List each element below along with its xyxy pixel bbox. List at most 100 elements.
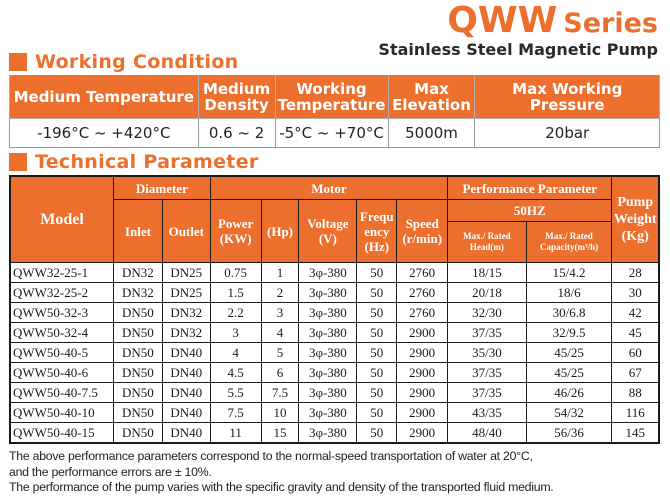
cell-freq: 50 (356, 402, 398, 423)
series-main: QWW (447, 0, 558, 41)
cell-capacity: 15/4.2 (525, 262, 613, 283)
header-power: Power (KW) (209, 199, 262, 263)
cell-inlet: DN50 (113, 382, 163, 403)
cell-head: 43/35 (447, 402, 527, 423)
header-voltage: Voltage (V) (298, 199, 358, 263)
header-performance: Performance Parameter (447, 175, 613, 200)
table-row: QWW50-40-10 DN50 DN40 7.5 10 3φ-380 50 2900 43/3… (9, 402, 660, 423)
header-working-temperature: Working Temperature (274, 75, 389, 119)
table-row: QWW32-25-1 DN32 DN25 0.75 1 3φ-380 50 2760 18/15… (9, 262, 660, 283)
cell-head: 37/35 (447, 362, 527, 383)
cell-voltage: 3φ-380 (298, 402, 358, 423)
cell-hp: 2 (260, 282, 300, 303)
cell-speed: 2900 (396, 362, 449, 383)
cell-inlet: DN32 (113, 262, 163, 283)
cell-voltage: 3φ-380 (298, 282, 358, 303)
cell-weight: 67 (611, 362, 660, 383)
cell-outlet: DN40 (161, 362, 211, 383)
header-pump-weight: Pump Weight (Kg) (611, 175, 660, 263)
header-motor: Motor (209, 175, 449, 200)
cell-speed: 2760 (396, 262, 449, 283)
header-capacity: Max./ Rated Capacity(m³/h) (525, 221, 613, 263)
cell-power: 4.5 (209, 362, 262, 383)
note-line: The above performance parameters corresp… (9, 449, 533, 463)
cell-freq: 50 (356, 262, 398, 283)
table-row: QWW50-40-5 DN50 DN40 4 5 3φ-380 50 2900 35/30 45/… (9, 342, 660, 363)
cell-inlet: DN32 (113, 282, 163, 303)
header-speed: Speed (r/min) (396, 199, 449, 263)
header-max-elevation: Max Elevation (387, 75, 476, 119)
cell-head: 37/35 (447, 322, 527, 343)
section-square-icon (9, 53, 27, 71)
section-square-icon (9, 153, 27, 171)
cell-hp: 6 (260, 362, 300, 383)
cell-power: 4 (209, 342, 262, 363)
cell-hp: 4 (260, 322, 300, 343)
value-medium-density: 0.6 ~ 2 (197, 118, 276, 148)
table-row: QWW50-32-4 DN50 DN32 3 4 3φ-380 50 2900 37/35 32/… (9, 322, 660, 343)
cell-weight: 145 (611, 422, 660, 444)
table-header-row: Model Diameter Motor Performance Paramet… (9, 175, 660, 263)
brand-header: QWW Series Stainless Steel Magnetic Pump (378, 2, 658, 59)
cell-voltage: 3φ-380 (298, 262, 358, 283)
cell-speed: 2900 (396, 402, 449, 423)
cell-freq: 50 (356, 302, 398, 323)
cell-outlet: DN32 (161, 322, 211, 343)
note-line: The performance of the pump varies with … (9, 480, 554, 494)
section-technical-parameter: Technical Parameter (9, 151, 259, 173)
cell-power: 11 (209, 422, 262, 444)
cell-capacity: 32/9.5 (525, 322, 613, 343)
cell-hp: 3 (260, 302, 300, 323)
cell-inlet: DN50 (113, 342, 163, 363)
header-model: Model (9, 175, 115, 263)
cell-outlet: DN40 (161, 422, 211, 444)
cell-hp: 7.5 (260, 382, 300, 403)
cell-weight: 30 (611, 282, 660, 303)
cell-weight: 28 (611, 262, 660, 283)
cell-head: 35/30 (447, 342, 527, 363)
working-condition-table: Medium Temperature Medium Density Working… (9, 75, 660, 148)
cell-hp: 5 (260, 342, 300, 363)
header-medium-temperature: Medium Temperature (9, 75, 199, 119)
cell-voltage: 3φ-380 (298, 422, 358, 444)
section-title-text: Technical Parameter (35, 151, 259, 173)
cell-model: QWW50-40-15 (9, 422, 115, 444)
table-row: QWW50-40-6 DN50 DN40 4.5 6 3φ-380 50 2900 37/35 4… (9, 362, 660, 383)
header-hp: (Hp) (260, 199, 300, 263)
value-max-elevation: 5000m (387, 118, 476, 148)
cell-speed: 2900 (396, 422, 449, 444)
cell-freq: 50 (356, 382, 398, 403)
technical-parameter-table: Model Diameter Motor Performance Paramet… (9, 175, 660, 444)
table-row: QWW32-25-2 DN32 DN25 1.5 2 3φ-380 50 2760 20/18 1… (9, 282, 660, 303)
cell-model: QWW50-40-10 (9, 402, 115, 423)
cell-capacity: 46/26 (525, 382, 613, 403)
cell-weight: 45 (611, 322, 660, 343)
product-subtitle: Stainless Steel Magnetic Pump (378, 40, 658, 59)
table-row: -196°C ~ +420°C 0.6 ~ 2 -5°C ~ +70°C 500… (9, 118, 660, 148)
cell-power: 0.75 (209, 262, 262, 283)
header-frequency: Frequ ency (Hz) (356, 199, 398, 263)
cell-capacity: 54/32 (525, 402, 613, 423)
cell-power: 5.5 (209, 382, 262, 403)
value-max-working-pressure: 20bar (474, 118, 660, 148)
cell-capacity: 18/6 (525, 282, 613, 303)
header-max-working-pressure: Max Working Pressure (474, 75, 660, 119)
cell-voltage: 3φ-380 (298, 322, 358, 343)
table-header-row: Inlet Outlet Power (KW) (Hp) Voltage (V) F… (10, 199, 659, 263)
cell-voltage: 3φ-380 (298, 382, 358, 403)
table-row: QWW50-32-3 DN50 DN32 2.2 3 3φ-380 50 2760 32/30 3… (9, 302, 660, 323)
series-title: QWW Series (378, 2, 658, 42)
cell-inlet: DN50 (113, 322, 163, 343)
cell-power: 7.5 (209, 402, 262, 423)
cell-power: 1.5 (209, 282, 262, 303)
cell-hp: 1 (260, 262, 300, 283)
cell-inlet: DN50 (113, 402, 163, 423)
cell-freq: 50 (356, 362, 398, 383)
cell-freq: 50 (356, 342, 398, 363)
cell-model: QWW50-40-5 (9, 342, 115, 363)
cell-model: QWW32-25-1 (9, 262, 115, 283)
cell-model: QWW50-32-4 (9, 322, 115, 343)
cell-speed: 2760 (396, 302, 449, 323)
cell-weight: 116 (611, 402, 660, 423)
cell-model: QWW50-32-3 (9, 302, 115, 323)
